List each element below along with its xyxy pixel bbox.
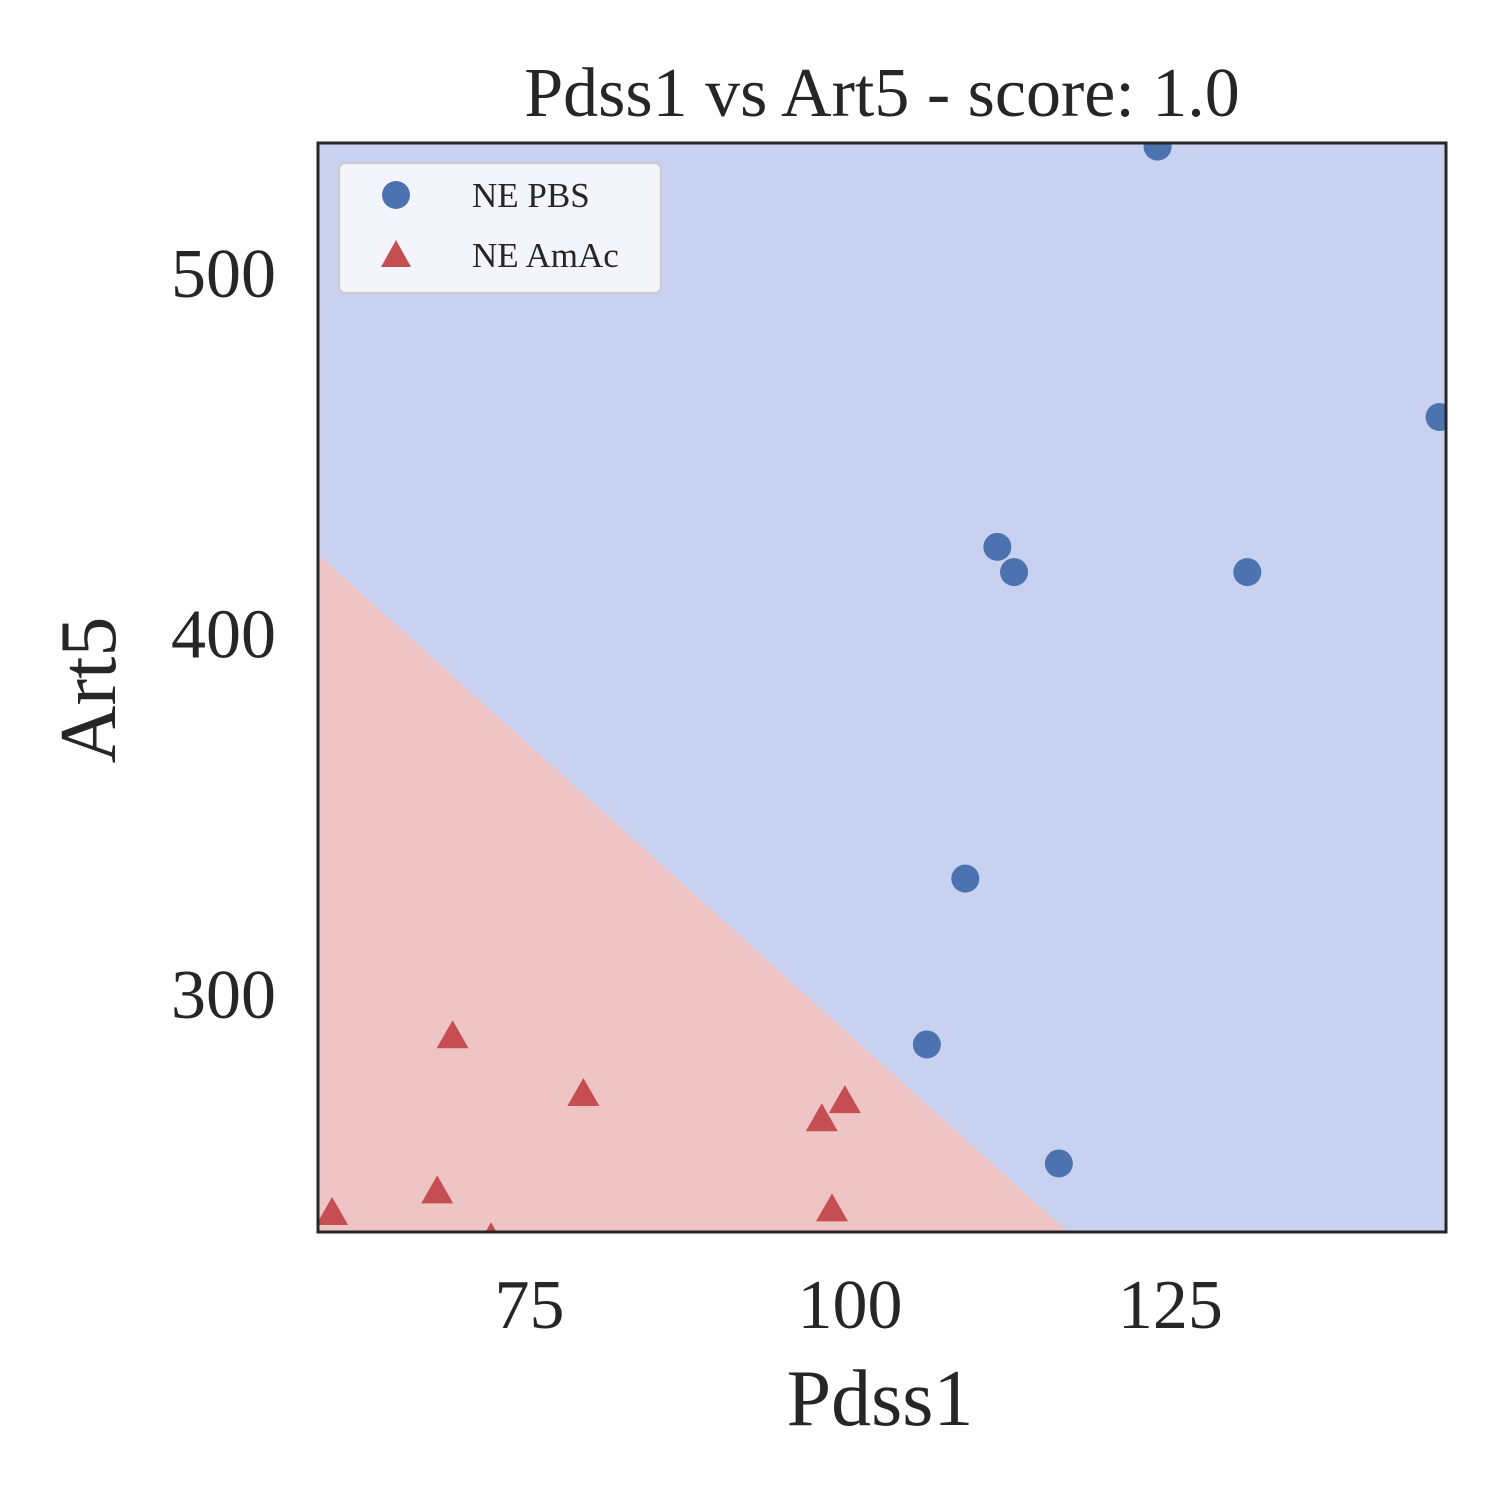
y-tick-label-300: 300	[171, 957, 276, 1034]
y-tick-label-400: 400	[171, 596, 276, 673]
ne-pbs-point-0	[1143, 143, 1172, 161]
ne-amac-point-1	[567, 1077, 600, 1106]
ne-pbs-point-3	[1000, 558, 1029, 587]
ne-pbs-point-4	[1233, 558, 1262, 587]
chart-title: Pdss1 vs Art5 - score: 1.0	[524, 55, 1240, 132]
legend-ne-amac-marker	[381, 240, 411, 267]
x-tick-label-125: 125	[1118, 1267, 1223, 1344]
x-tick-label-75: 75	[495, 1267, 565, 1344]
ne-pbs-point-6	[912, 1030, 941, 1059]
legend-ne-pbs-label: NE PBS	[472, 176, 590, 215]
ne-amac-point-3	[805, 1103, 838, 1132]
ne-pbs-point-1	[1425, 403, 1446, 432]
data-points	[318, 143, 1446, 1232]
x-axis-label: Pdss1	[787, 1355, 974, 1443]
plot-area	[318, 143, 1446, 1232]
plot-frame	[316, 141, 1448, 1234]
ne-amac-point-2	[828, 1085, 861, 1114]
ne-amac-point-5	[318, 1196, 349, 1225]
ne-pbs-point-2	[983, 532, 1012, 561]
y-tick-label-500: 500	[171, 236, 276, 313]
region-ne-amac	[318, 554, 1068, 1232]
y-axis-ticks: 300 400 500	[171, 236, 276, 1034]
ne-amac-point-4	[421, 1175, 454, 1204]
x-tick-label-100: 100	[797, 1267, 902, 1344]
ne-pbs-point-5	[951, 864, 980, 893]
ne-amac-point-6	[816, 1193, 849, 1222]
legend: NE PBS NE AmAc	[337, 161, 663, 295]
ne-pbs-point-7	[1044, 1149, 1073, 1178]
legend-ne-amac-label: NE AmAc	[472, 236, 619, 275]
legend-box	[337, 161, 663, 295]
ne-amac-point-7	[485, 1222, 497, 1232]
legend-ne-pbs-marker	[382, 181, 410, 209]
ne-amac-point-0	[436, 1020, 469, 1049]
x-axis-ticks: 75 100 125	[495, 1267, 1223, 1344]
y-axis-label: Art5	[45, 617, 133, 764]
